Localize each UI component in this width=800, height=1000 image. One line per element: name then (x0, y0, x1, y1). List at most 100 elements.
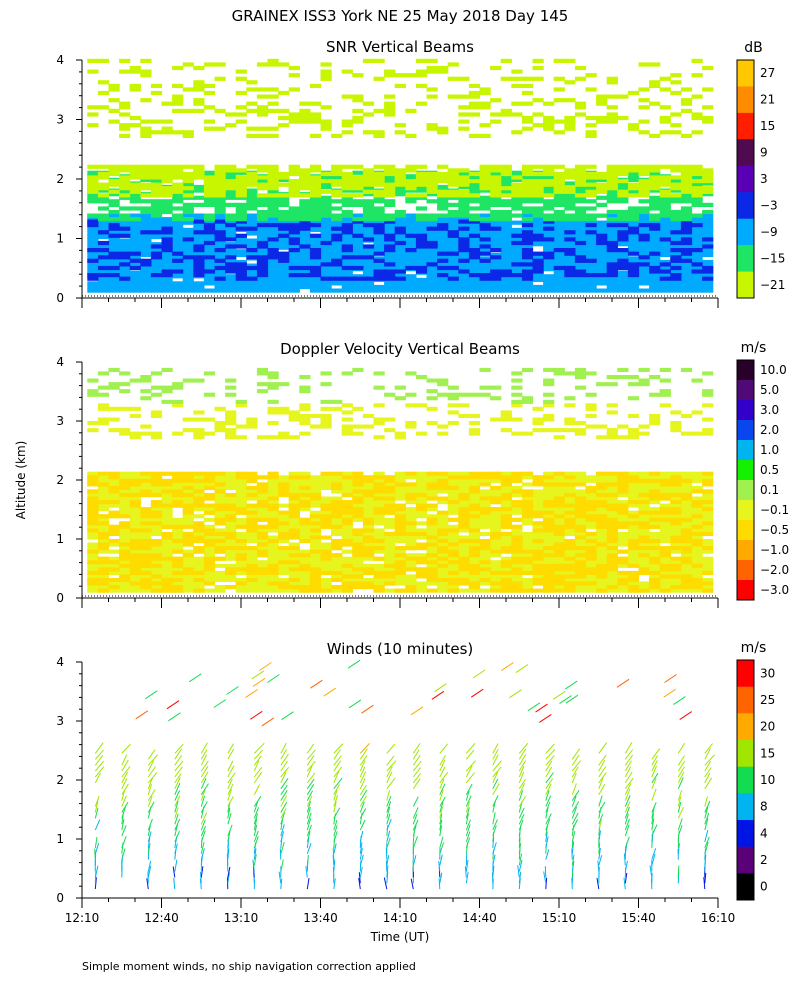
heatmap-cell (468, 267, 481, 272)
heatmap-cell (532, 206, 544, 211)
heatmap-cell (182, 108, 194, 113)
heatmap-cell (574, 168, 587, 173)
heatmap-cell (596, 175, 608, 180)
heatmap-cell (331, 563, 343, 568)
heatmap-cell (320, 202, 332, 207)
heatmap-cell (214, 252, 226, 257)
heatmap-cell (426, 507, 438, 512)
heatmap-cell (299, 219, 311, 224)
heatmap-cell (596, 577, 608, 582)
heatmap-cell (574, 234, 587, 240)
heatmap-cell (256, 496, 269, 501)
heatmap-cell (87, 258, 99, 263)
heatmap-cell (320, 482, 332, 487)
heatmap-cell (585, 217, 597, 222)
heatmap-cell (384, 171, 396, 177)
heatmap-cell (320, 270, 332, 275)
heatmap-cell (214, 175, 226, 180)
heatmap-cell (585, 521, 597, 526)
heatmap-cell (288, 567, 300, 572)
heatmap-cell (521, 186, 534, 191)
heatmap-cell (288, 553, 300, 558)
heatmap-cell (702, 539, 714, 544)
heatmap-cell (585, 177, 597, 182)
heatmap-cell (225, 164, 237, 169)
heatmap-cell (394, 256, 406, 261)
heatmap-cell (97, 277, 110, 282)
heatmap-cell (267, 521, 279, 526)
heatmap-cell (617, 164, 629, 169)
heatmap-cell (384, 273, 396, 278)
heatmap-cell (140, 567, 152, 572)
heatmap-cell (267, 514, 279, 519)
heatmap-cell (320, 553, 332, 558)
heatmap-cell (161, 539, 173, 544)
heatmap-cell (373, 58, 385, 63)
heatmap-cell (638, 560, 650, 565)
heatmap-cell (500, 171, 512, 177)
heatmap-cell (320, 181, 332, 186)
heatmap-cell (140, 524, 152, 529)
heatmap-cell (182, 503, 194, 508)
heatmap-cell (193, 273, 205, 278)
heatmap-cell (543, 199, 555, 204)
heatmap-cell (702, 524, 714, 529)
heatmap-cell (490, 213, 502, 218)
heatmap-cell (617, 585, 629, 590)
heatmap-cell (108, 249, 120, 254)
heatmap-cell (511, 213, 523, 218)
heatmap-cell (649, 521, 661, 526)
heatmap-cell (288, 223, 300, 228)
heatmap-cell (532, 489, 544, 494)
heatmap-cell (225, 192, 237, 197)
heatmap-cell (649, 535, 661, 540)
heatmap-cell (182, 524, 194, 529)
heatmap-cell (702, 171, 714, 177)
heatmap-cell (150, 570, 163, 575)
heatmap-cell (119, 112, 131, 117)
heatmap-cell (680, 263, 693, 268)
heatmap-cell (373, 542, 385, 547)
heatmap-cell (87, 192, 99, 197)
heatmap-cell (225, 217, 237, 222)
heatmap-cell (129, 510, 141, 515)
heatmap-cell (447, 76, 459, 81)
heatmap-cell (246, 179, 258, 184)
y-tick-label: 4 (56, 53, 64, 67)
heatmap-cell (627, 560, 640, 565)
heatmap-cell (172, 535, 184, 540)
heatmap-cell (659, 485, 671, 490)
heatmap-cell (193, 281, 205, 286)
heatmap-cell (468, 535, 481, 540)
heatmap-cell (564, 98, 576, 103)
heatmap-cell (384, 233, 396, 238)
heatmap-cell (596, 195, 608, 200)
heatmap-cell (108, 164, 120, 169)
heatmap-cell (415, 475, 428, 480)
heatmap-cell (97, 263, 110, 268)
heatmap-cell (511, 231, 523, 236)
heatmap-cell (256, 202, 269, 207)
heatmap-cell (553, 199, 565, 204)
heatmap-cell (670, 588, 682, 593)
heatmap-cell (225, 227, 237, 232)
heatmap-cell (680, 485, 693, 490)
heatmap-cell (564, 168, 576, 173)
heatmap-cell (468, 560, 481, 565)
heatmap-cell (511, 277, 523, 282)
heatmap-cell (140, 542, 152, 547)
heatmap-cell (458, 182, 470, 187)
heatmap-cell (437, 193, 449, 198)
heatmap-cell (299, 524, 311, 529)
heatmap-cell (129, 256, 141, 261)
heatmap-cell (649, 175, 661, 180)
heatmap-cell (627, 249, 640, 254)
heatmap-cell (702, 202, 714, 207)
heatmap-cell (500, 539, 512, 544)
heatmap-cell (617, 542, 629, 547)
heatmap-cell (331, 189, 343, 194)
heatmap-cell (108, 168, 120, 173)
heatmap-cell (543, 507, 555, 512)
heatmap-cell (267, 217, 279, 222)
